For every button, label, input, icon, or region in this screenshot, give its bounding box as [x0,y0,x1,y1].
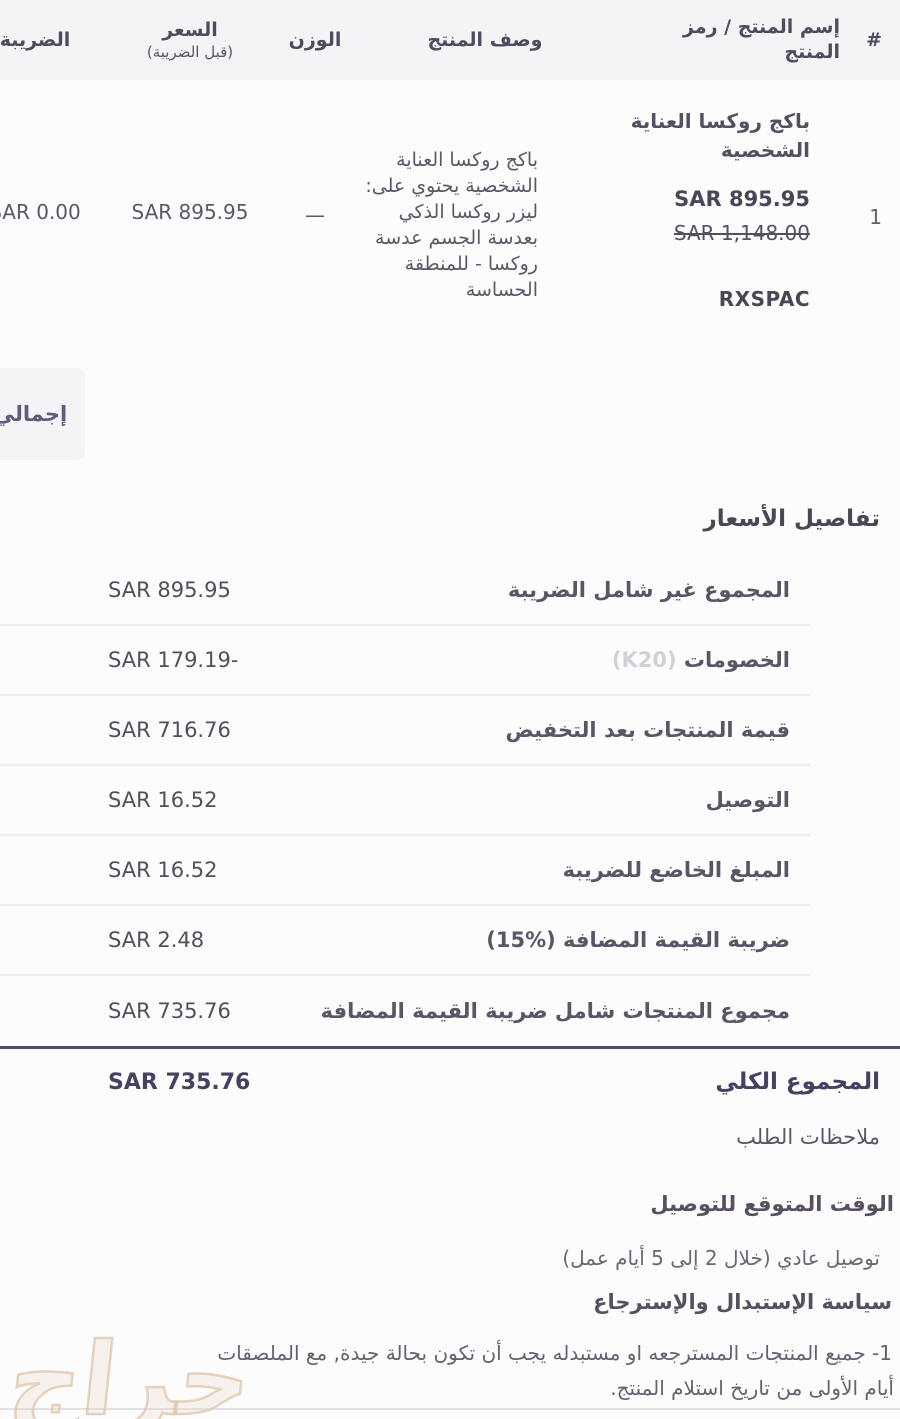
price-row-value: SAR 716.76 [108,718,231,742]
coupon-code-badge: (K20) [611,648,677,672]
price-row-value: SAR 16.52 [108,788,218,812]
header-price-main: السعر [162,18,218,41]
price-row-total-incl-vat: مجموع المنتجات شامل ضريبة القيمة المضافة… [0,976,810,1046]
grand-total-row: المجموع الكلي SAR 735.76 [0,1049,900,1115]
products-table: # إسم المنتج / رمز المنتج وصف المنتج الو… [0,0,900,311]
price-row-label: المبلغ الخاضع للضريبة [562,858,790,882]
price-row-value: SAR 179.19- [108,648,239,672]
header-price-sub: (قبل الضريبة) [146,42,234,61]
table-footer-total-label: إجمالي [0,402,68,426]
row-number: 1 [869,205,882,229]
price-row-value: SAR 16.52 [108,858,218,882]
price-row-value: SAR 735.76 [108,999,231,1023]
table-footer-total-cell: إجمالي [0,368,85,460]
grand-total-label: المجموع الكلي [715,1069,880,1095]
product-sale-price: SAR 895.95 [674,187,810,211]
price-row-label: مجموع المنتجات شامل ضريبة القيمة المضافة [320,999,790,1023]
product-name-cell: باكج روكسا العناية الشخصية SAR 895.95 SA… [610,95,840,311]
product-sku: RXSPAC [718,287,810,311]
product-name: باكج روكسا العناية الشخصية [630,109,810,162]
table-row: 1 باكج روكسا العناية الشخصية SAR 895.95 … [0,80,900,311]
price-row-shipping: التوصيل SAR 16.52 [0,766,810,836]
price-row-value: SAR 895.95 [108,578,231,602]
delivery-time-title: الوقت المتوقع للتوصيل [650,1192,894,1216]
delivery-time-text: توصيل عادي (خلال 2 إلى 5 أيام عمل) [562,1246,880,1270]
price-details-rows: المجموع غير شامل الضريبة SAR 895.95 الخص… [0,556,900,1046]
return-policy-line-1: 1- جميع المنتجات المسترجعه او مستبدله يج… [217,1341,892,1365]
header-weight: الوزن [288,28,342,51]
header-price: السعر (قبل الضريبة) [110,18,270,62]
grand-total-value: SAR 735.76 [108,1069,251,1095]
price-row-vat: ضريبة القيمة المضافة (%15) SAR 2.48 [0,906,810,976]
price-row-label: المجموع غير شامل الضريبة [507,578,790,602]
product-weight: — [305,203,325,227]
header-tax: الضريبة [0,28,71,51]
price-row-discounts: الخصومات (K20) SAR 179.19- [0,626,810,696]
product-unit-price: SAR 895.95 [131,200,249,224]
price-row-after-discount: قيمة المنتجات بعد التخفيض SAR 716.76 [0,696,810,766]
price-row-label: قيمة المنتجات بعد التخفيض [505,718,791,742]
order-notes-label: ملاحظات الطلب [736,1125,880,1149]
product-description-cell: باكج روكسا العناية الشخصية يحتوي على: لي… [360,95,610,303]
price-row-value: SAR 2.48 [108,928,205,952]
return-policy-title: سياسة الإستبدال والإسترجاع [593,1290,892,1314]
price-details-section: تفاصيل الأسعار المجموع غير شامل الضريبة … [0,492,900,1115]
price-row-subtotal: المجموع غير شامل الضريبة SAR 895.95 [0,556,810,626]
price-row-label: ضريبة القيمة المضافة (%15) [486,928,790,952]
grand-total-divider [0,1046,900,1049]
product-old-price: SAR 1,148.00 [673,221,810,245]
price-row-label: الخصومات (K20) [612,648,790,672]
product-tax: SAR 0.00 [0,200,81,224]
price-row-taxable-amount: المبلغ الخاضع للضريبة SAR 16.52 [0,836,810,906]
products-table-header: # إسم المنتج / رمز المنتج وصف المنتج الو… [0,0,900,80]
header-product-name: إسم المنتج / رمز المنتج [683,16,840,63]
discounts-label: الخصومات [683,648,790,672]
header-product-description: وصف المنتج [427,28,543,51]
header-number: # [866,28,882,51]
price-details-title: تفاصيل الأسعار [703,506,880,532]
return-policy-line-2: أيام الأولى من تاريخ استلام المنتج. [610,1376,894,1400]
price-row-label: التوصيل [705,788,790,812]
section-divider [0,1408,900,1410]
product-description: باكج روكسا العناية الشخصية يحتوي على: لي… [365,149,538,302]
